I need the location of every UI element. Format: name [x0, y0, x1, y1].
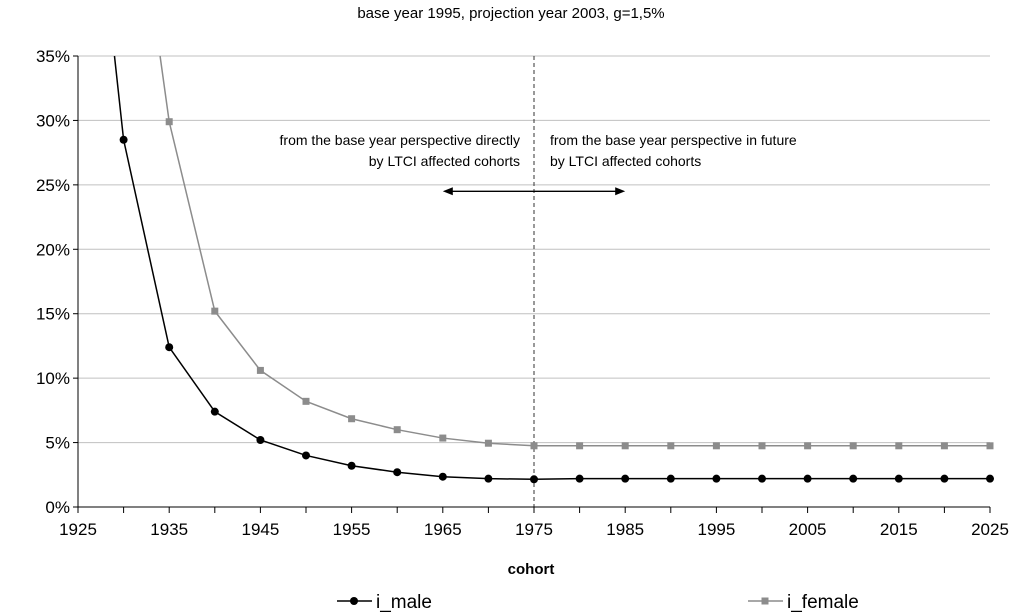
data-point-i-female — [758, 442, 766, 450]
legend-marker-i-male — [350, 597, 358, 605]
data-point-i-male — [393, 468, 402, 477]
data-point-i-male — [986, 474, 994, 483]
y-tick-label: 0% — [45, 498, 70, 517]
axes — [73, 55, 991, 513]
annotations: from the base year perspective directly … — [280, 132, 797, 169]
data-point-i-male — [302, 451, 310, 460]
data-point-i-male — [712, 474, 721, 483]
data-point-i-male — [575, 474, 584, 483]
data-point-i-female — [211, 307, 219, 315]
data-point-i-female — [348, 415, 356, 423]
data-point-i-male — [940, 474, 949, 483]
data-point-i-male — [484, 474, 493, 483]
x-tick-label: 2025 — [971, 520, 1009, 539]
data-point-i-female — [849, 442, 857, 450]
series-line-i-female — [159, 55, 990, 447]
annotation-right-line2: by LTCI affected cohorts — [550, 153, 701, 169]
x-tick-label: 1965 — [424, 520, 462, 539]
y-tick-label: 5% — [45, 434, 70, 453]
legend-label-i-female: i_female — [787, 592, 859, 613]
arrow-head-left — [442, 187, 453, 196]
double-arrow — [442, 187, 626, 196]
data-point-i-female — [256, 366, 264, 374]
data-point-i-female — [804, 442, 812, 450]
y-tick-label: 25% — [36, 176, 70, 195]
data-point-i-female — [439, 434, 447, 442]
annotation-right-line1: from the base year perspective in future — [550, 132, 797, 148]
chart-title: base year 1995, projection year 2003, g=… — [357, 5, 664, 22]
data-point-i-male — [894, 474, 903, 483]
legend-marker-i-female — [761, 597, 769, 605]
data-point-i-male — [438, 472, 447, 481]
x-tick-label: 1935 — [150, 520, 188, 539]
data-point-i-male — [621, 474, 630, 483]
annotation-left-line1: from the base year perspective directly — [280, 132, 520, 148]
x-tick-label: 1945 — [241, 520, 279, 539]
annotation-left-line2: by LTCI affected cohorts — [369, 153, 520, 169]
x-tick-label: 1995 — [697, 520, 735, 539]
data-point-i-male — [530, 475, 538, 484]
data-point-i-male — [210, 407, 219, 416]
data-point-i-male — [666, 474, 675, 483]
x-tick-label: 1925 — [59, 520, 97, 539]
data-point-i-male — [256, 435, 265, 444]
data-point-i-female — [484, 439, 492, 447]
data-point-i-male — [347, 461, 356, 470]
y-tick-label: 20% — [36, 240, 70, 259]
data-point-i-female — [165, 118, 173, 126]
data-point-i-female — [895, 442, 903, 450]
y-tick-label: 35% — [36, 47, 70, 66]
legend: i_male i_female — [337, 592, 859, 613]
data-point-i-female — [530, 442, 538, 450]
data-point-i-female — [576, 442, 584, 450]
data-point-i-male — [803, 474, 812, 483]
arrow-head-right — [615, 187, 626, 196]
x-tick-label: 2015 — [880, 520, 918, 539]
x-axis-label: cohort — [508, 561, 555, 578]
data-point-i-male — [165, 343, 174, 352]
y-tick-label: 10% — [36, 369, 70, 388]
data-point-i-female — [393, 426, 401, 434]
data-point-i-male — [758, 474, 766, 483]
data-point-i-female — [712, 442, 720, 450]
y-tick-label: 15% — [36, 305, 70, 324]
x-tick-label: 1955 — [333, 520, 371, 539]
data-point-i-female — [986, 442, 994, 450]
x-tick-label: 2005 — [789, 520, 827, 539]
data-point-i-male — [849, 474, 858, 483]
x-tick-label: 1975 — [515, 520, 553, 539]
series-line-i-male — [113, 55, 990, 481]
series-lines — [113, 55, 994, 484]
data-point-i-male — [119, 135, 128, 144]
data-point-i-female — [302, 397, 310, 405]
y-tick-label: 30% — [36, 111, 70, 130]
tick-labels: 0% 5% 10% 15% 20% 25% 30% 35% 1925 1935 1945 1955 19… — [36, 47, 1009, 539]
x-tick-label: 1985 — [606, 520, 644, 539]
data-point-i-female — [621, 442, 629, 450]
data-point-i-female — [940, 442, 948, 450]
legend-label-i-male: i_male — [376, 592, 432, 613]
data-point-i-female — [667, 442, 675, 450]
